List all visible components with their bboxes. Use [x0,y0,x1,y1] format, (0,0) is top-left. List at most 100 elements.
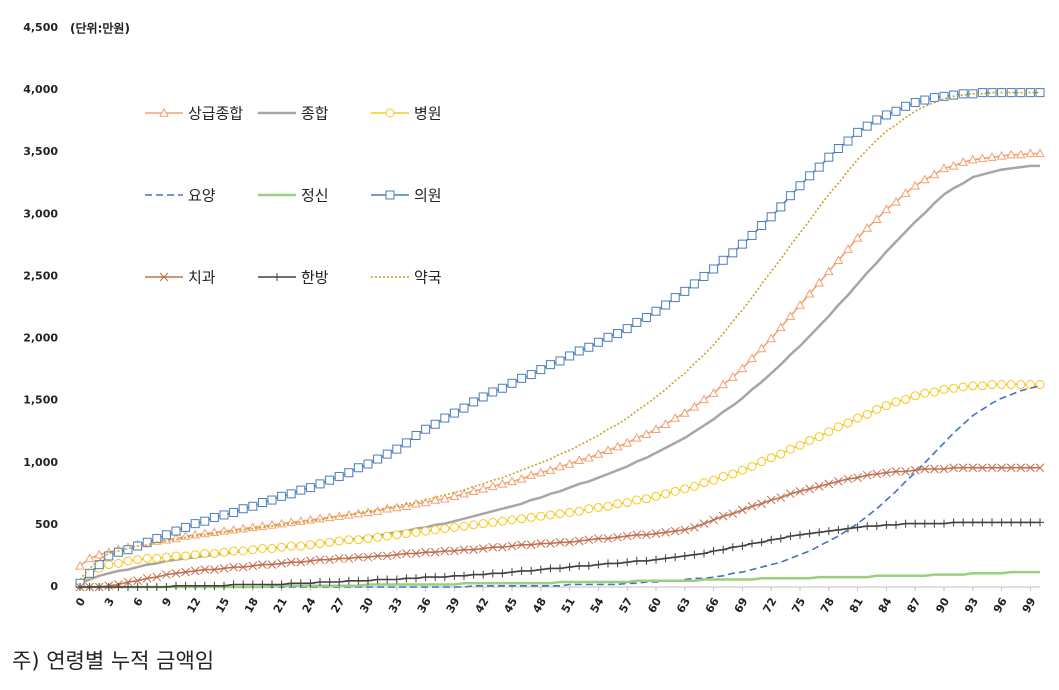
marker [824,527,833,536]
marker [632,556,641,565]
marker [431,573,440,582]
marker [622,437,633,447]
marker [517,373,527,383]
marker [901,467,910,476]
marker [641,312,651,322]
marker [776,493,786,502]
marker [977,88,987,98]
marker [478,392,488,402]
marker [181,551,191,561]
marker [844,524,852,533]
marker [555,537,565,547]
marker [641,429,652,438]
series-line [79,164,1040,585]
x-tick-label: 51 [559,596,578,616]
marker [315,539,325,549]
marker [853,127,863,137]
marker [468,486,479,496]
marker [401,438,411,448]
marker [958,382,968,392]
marker [488,517,498,527]
marker [238,504,248,514]
marker [775,322,786,332]
marker [641,494,651,504]
marker [248,545,258,555]
marker [535,467,546,477]
marker [785,191,795,201]
marker [159,107,169,117]
marker [929,93,939,103]
series-line [80,385,1041,588]
marker [593,502,603,512]
marker [718,511,728,521]
marker [901,101,911,111]
marker [987,380,997,390]
series [79,164,1040,585]
x-tick-label: 15 [213,596,232,616]
marker [344,468,354,478]
marker [651,491,661,501]
marker [622,498,632,508]
marker [363,534,373,544]
marker [385,190,395,200]
marker [613,499,623,509]
marker [334,471,344,481]
marker [680,551,689,560]
marker [564,458,575,468]
marker [910,391,920,401]
marker [833,143,843,153]
marker [766,212,776,222]
marker [997,463,1006,473]
marker [565,563,574,572]
marker [172,581,180,590]
x-tick-label: 30 [357,595,376,615]
marker [536,539,546,548]
marker [574,506,584,516]
marker [833,422,843,432]
marker [1007,518,1016,527]
marker [469,520,479,530]
marker [1035,88,1045,98]
marker [430,525,440,535]
marker [939,163,949,173]
marker [881,110,891,120]
marker [929,387,939,397]
marker [671,553,680,562]
marker [804,288,815,298]
marker [1035,148,1045,158]
marker [392,550,402,560]
marker [949,383,959,393]
marker [508,568,516,577]
marker [852,232,863,242]
marker [805,171,815,181]
marker [459,521,469,531]
marker [642,556,651,565]
marker [430,495,441,504]
marker [401,501,412,510]
marker [402,549,411,558]
marker [536,365,546,375]
marker [152,583,161,591]
marker [469,570,478,579]
marker [267,495,277,505]
marker [133,576,142,586]
marker [709,475,719,485]
marker [162,583,171,591]
marker [910,98,920,108]
marker [162,570,171,579]
marker [325,475,335,485]
marker [824,152,834,162]
marker [440,573,449,582]
marker [997,518,1006,527]
x-tick-label: 6 [131,595,146,608]
y-tick-label: 1,500 [23,394,58,407]
marker [488,387,498,397]
marker [373,551,382,561]
x-tick-label: 60 [645,595,664,615]
marker [152,553,162,563]
x-tick-label: 33 [386,596,405,616]
marker [574,346,584,356]
marker [613,329,623,339]
marker [229,580,238,589]
marker [823,266,834,276]
